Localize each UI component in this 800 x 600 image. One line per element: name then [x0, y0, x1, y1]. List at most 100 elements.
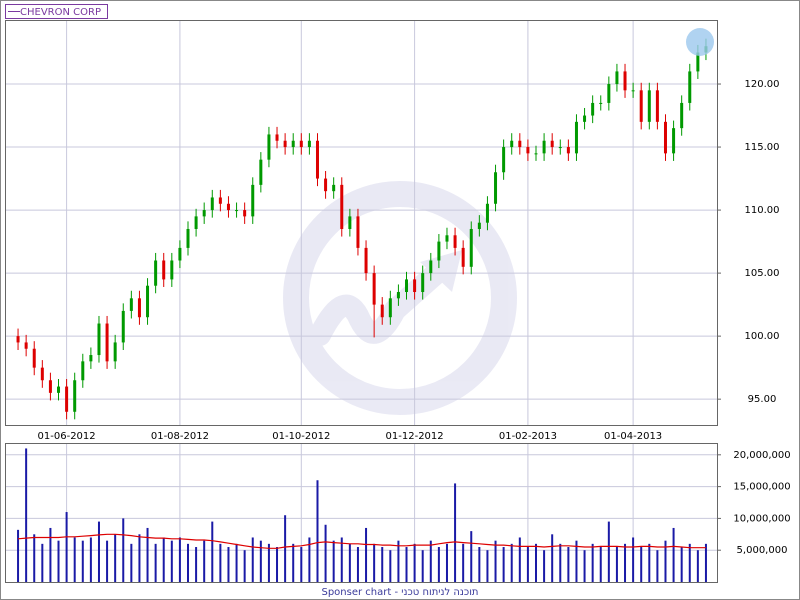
- candle-body: [97, 323, 101, 356]
- candle-body: [485, 203, 489, 223]
- candle-body: [526, 147, 530, 154]
- volume-bar: [284, 515, 287, 582]
- volume-bar: [33, 534, 36, 582]
- candle-body: [24, 342, 28, 349]
- volume-bar: [454, 483, 457, 582]
- candle-body: [413, 279, 417, 293]
- candle-body: [194, 216, 198, 229]
- legend-label: CHEVRON CORP: [20, 7, 101, 18]
- watermark-ring: [283, 181, 517, 415]
- candle-body: [299, 140, 303, 148]
- candle-body: [267, 134, 271, 160]
- volume-bar: [397, 540, 400, 582]
- candle-body: [696, 52, 700, 72]
- x-tick-label: 01-02-2013: [499, 431, 557, 442]
- volume-bar: [276, 547, 279, 582]
- volume-bar: [381, 547, 384, 582]
- candle-body: [388, 298, 392, 318]
- candle-body: [550, 140, 554, 148]
- volume-bar: [73, 537, 76, 582]
- candle-body: [405, 279, 409, 293]
- volume-bar: [251, 537, 254, 582]
- volume-bar: [211, 521, 214, 582]
- volume-bar: [462, 543, 465, 582]
- candle-body: [558, 147, 562, 149]
- volume-bar: [648, 543, 651, 582]
- volume-bar: [235, 543, 238, 582]
- candle-body: [16, 336, 20, 343]
- candle-body: [154, 260, 158, 286]
- volume-bar: [413, 543, 416, 582]
- volume-bar: [17, 529, 20, 582]
- volume-bar: [146, 527, 149, 582]
- volume-bar: [324, 524, 327, 582]
- candle-body: [639, 90, 643, 122]
- candle-body: [494, 172, 498, 204]
- candle-body: [583, 115, 587, 122]
- candle-body: [48, 380, 52, 393]
- candle-body: [680, 102, 684, 129]
- volume-bar: [470, 531, 473, 582]
- candle-body: [607, 84, 611, 103]
- candle-body: [502, 147, 506, 173]
- volume-bar: [114, 534, 117, 582]
- candle-body: [542, 140, 546, 154]
- volume-bar: [632, 537, 635, 582]
- volume-bar: [81, 540, 84, 582]
- volume-bar: [429, 540, 432, 582]
- volume-bar: [25, 448, 28, 582]
- y-tick-label: 15,000,000: [733, 482, 790, 493]
- volume-bar: [680, 547, 683, 582]
- candle-body: [623, 71, 627, 91]
- volume-bar: [373, 543, 376, 582]
- candle-body: [655, 90, 659, 122]
- y-tick-label: 120.00: [745, 79, 780, 90]
- candle-body: [429, 260, 433, 274]
- candle-body: [89, 355, 93, 362]
- volume-bar: [243, 550, 246, 582]
- candle-body: [615, 71, 619, 85]
- candle-body: [81, 361, 85, 381]
- volume-bar: [704, 543, 707, 582]
- volume-bar: [227, 547, 230, 582]
- candle-body: [591, 102, 595, 116]
- volume-bar: [664, 540, 667, 582]
- volume-bar: [688, 543, 691, 582]
- volume-bar: [122, 518, 125, 582]
- x-tick-label: 01-10-2012: [272, 431, 330, 442]
- volume-bar: [421, 550, 424, 582]
- x-tick-label: 01-04-2013: [604, 431, 662, 442]
- candle-body: [32, 348, 36, 368]
- candle-body: [574, 121, 578, 154]
- candle-body: [129, 298, 133, 311]
- volume-bar: [130, 543, 133, 582]
- volume-bar: [389, 550, 392, 582]
- x-tick-label: 01-12-2012: [386, 431, 444, 442]
- candle-body: [73, 380, 77, 412]
- volume-bar: [41, 543, 44, 582]
- volume-bar: [486, 550, 489, 582]
- candle-body: [380, 304, 384, 318]
- watermark: [283, 181, 517, 415]
- candle-body: [113, 342, 117, 362]
- candle-body: [137, 298, 141, 318]
- candle-body: [340, 184, 344, 229]
- volume-bar: [365, 527, 368, 582]
- candle-body: [461, 247, 465, 267]
- candle-body: [356, 216, 360, 248]
- volume-bar: [308, 537, 311, 582]
- candle-body: [348, 216, 352, 229]
- candle-body: [283, 140, 287, 148]
- y-tick-label: 95.00: [748, 394, 777, 405]
- candle-body: [40, 367, 44, 381]
- volume-bar: [300, 547, 303, 582]
- x-tick-label: 01-06-2012: [38, 431, 96, 442]
- footer-text: Sponser chart - תוכנה לניתוח טכני: [321, 587, 478, 598]
- y-tick-label: 5,000,000: [737, 545, 788, 556]
- candle-body: [599, 102, 603, 104]
- candle-body: [453, 235, 457, 248]
- candle-body: [186, 228, 190, 248]
- legend-box: [5, 4, 108, 19]
- volume-bar: [138, 534, 141, 582]
